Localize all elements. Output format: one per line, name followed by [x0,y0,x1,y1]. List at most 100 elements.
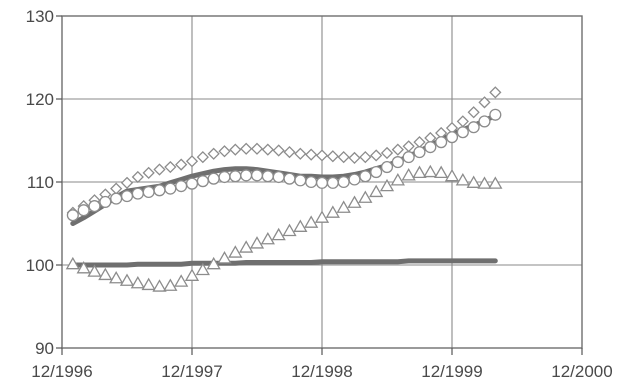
circle-point [131,187,144,200]
triangle-point [239,240,254,253]
diamond-point [348,151,361,165]
triangle-point [271,227,286,241]
diamond-point [402,140,415,153]
triangle-point [87,264,102,277]
triangle-point [423,164,438,178]
circle-point [380,161,394,174]
triangle-point [152,279,167,292]
diamond-point [467,106,480,119]
diamond-point [337,150,350,164]
circle-point [391,156,404,169]
series-group [65,86,503,292]
triangle-point [195,262,210,276]
diamond-point [370,149,383,162]
diamond-point [185,155,199,168]
circle-point [445,131,459,144]
diamond-point [131,170,144,184]
circle-point [164,182,177,195]
circle-point [77,204,90,217]
triangle-point [217,251,232,264]
circle-point [175,180,188,193]
diamond-point [413,136,426,149]
triangle-point [65,256,80,270]
circle-point [402,151,415,164]
triangle-point [325,205,340,218]
triangle-point [347,195,362,208]
triangle-point [249,236,265,249]
circle-point [294,174,307,187]
circle-point [359,170,372,183]
triangle-point [109,270,124,284]
circle-point [229,170,242,183]
triangle-point [466,175,481,188]
circle-point [153,184,166,197]
series-circle [66,108,502,222]
circle-point [348,173,361,186]
diamond-point [478,96,491,109]
diamond-point [229,143,242,156]
y-tick-label: 100 [26,256,54,275]
diamond-point [250,142,264,155]
triangle-point [412,165,427,179]
x-tick-label: 12/2000 [551,362,612,381]
series-diamond [66,86,502,219]
circle-point [250,169,264,182]
diamond-point [175,158,188,171]
circle-point [110,192,123,205]
triangle-point [119,273,135,286]
diamond-point [489,86,502,99]
diamond-point [207,147,220,160]
triangle-point [401,168,416,181]
triangle-point [98,267,113,281]
y-tick-label: 130 [26,7,54,26]
triangle-point [282,223,297,237]
triangle-point [228,245,243,258]
triangle-point [477,176,492,189]
circle-point [66,209,79,222]
circle-point [413,146,426,159]
triangle-point [130,275,145,289]
circle-point [315,176,329,189]
triangle-point [434,165,449,179]
diamond-point [261,143,274,156]
triangle-point [488,176,503,189]
diamond-point [218,145,231,158]
diamond-point [359,150,372,164]
triangle-point [76,261,91,274]
circle-point [261,170,274,183]
diamond-point [315,149,329,162]
diamond-point [120,176,134,189]
series-line-4 [70,258,498,268]
circle-point [218,170,231,184]
axis-ticks: 90 100 110 120 130 12/1996 12/1997 12/1998 12/19… [26,7,613,381]
diamond-point [294,147,307,160]
circle-point [489,108,502,121]
circle-point [435,136,448,149]
x-tick-label: 12/1999 [421,362,482,381]
triangle-point [206,256,221,270]
series-triangle [65,164,503,292]
triangle-point [444,168,460,182]
diamond-point [283,146,296,159]
triangle-point [336,200,351,213]
triangle-point [304,215,319,228]
diamond-point [240,142,253,155]
diamond-point [272,144,285,157]
triangle-point [163,278,178,291]
series-line-path [70,258,498,268]
triangle-point [455,173,470,186]
circle-point [337,175,350,189]
circle-point [456,126,469,139]
circle-point [120,190,134,203]
diamond-point [380,146,394,160]
triangle-point [293,219,308,232]
circle-point [478,115,491,128]
circle-point [326,176,339,189]
x-tick-label: 12/1996 [31,362,92,381]
triangle-point [390,173,405,186]
y-tick-label: 120 [26,90,54,109]
circle-point [142,185,155,199]
y-tick-label: 90 [35,339,54,358]
circle-point [305,175,318,189]
